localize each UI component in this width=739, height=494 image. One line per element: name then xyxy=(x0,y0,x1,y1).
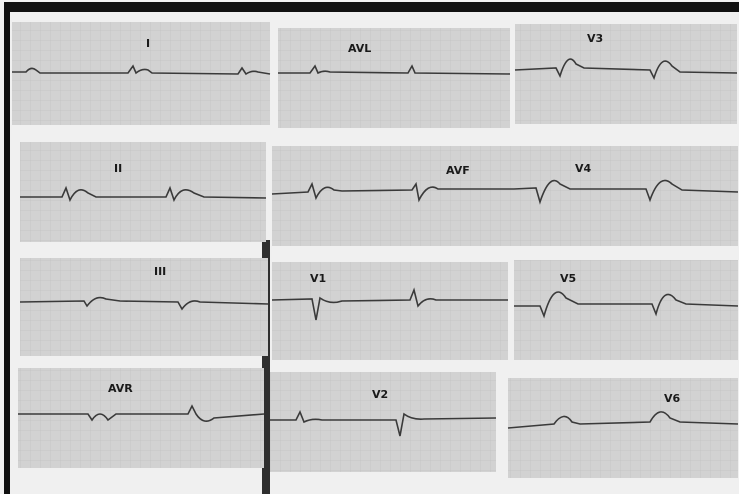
lead-label: V1 xyxy=(310,272,326,285)
strip-lead-V5: V5 xyxy=(514,260,739,360)
lead-label: V4 xyxy=(575,162,592,175)
strip-lead-II: II xyxy=(20,142,267,242)
strip-lead-AVL: AVL xyxy=(278,28,511,128)
strip-lead-III: III xyxy=(19,258,269,356)
lead-label: V5 xyxy=(560,272,576,285)
lead-label: V2 xyxy=(372,388,388,401)
strip-lead-AVR: AVR xyxy=(18,368,265,468)
strip-lead-V6: V6 xyxy=(507,378,739,478)
strip-lead-V4: V4 xyxy=(513,146,739,246)
lead-label: AVR xyxy=(108,382,133,395)
strip-lead-V2: V2 xyxy=(270,372,497,472)
lead-label: III xyxy=(154,265,166,278)
lead-label: AVF xyxy=(446,164,470,177)
strip-lead-I: I xyxy=(12,22,271,125)
lead-label: V3 xyxy=(587,32,603,45)
strip-lead-AVF: AVF xyxy=(271,146,514,246)
lead-label: AVL xyxy=(348,42,371,55)
lead-label: II xyxy=(114,162,122,175)
lead-label: I xyxy=(146,37,150,50)
strip-lead-V1: V1 xyxy=(271,262,508,360)
column-divider-dark xyxy=(262,240,270,494)
lead-label: V6 xyxy=(664,392,681,405)
strip-lead-V3: V3 xyxy=(514,24,738,124)
frame-left-edge xyxy=(4,2,10,494)
